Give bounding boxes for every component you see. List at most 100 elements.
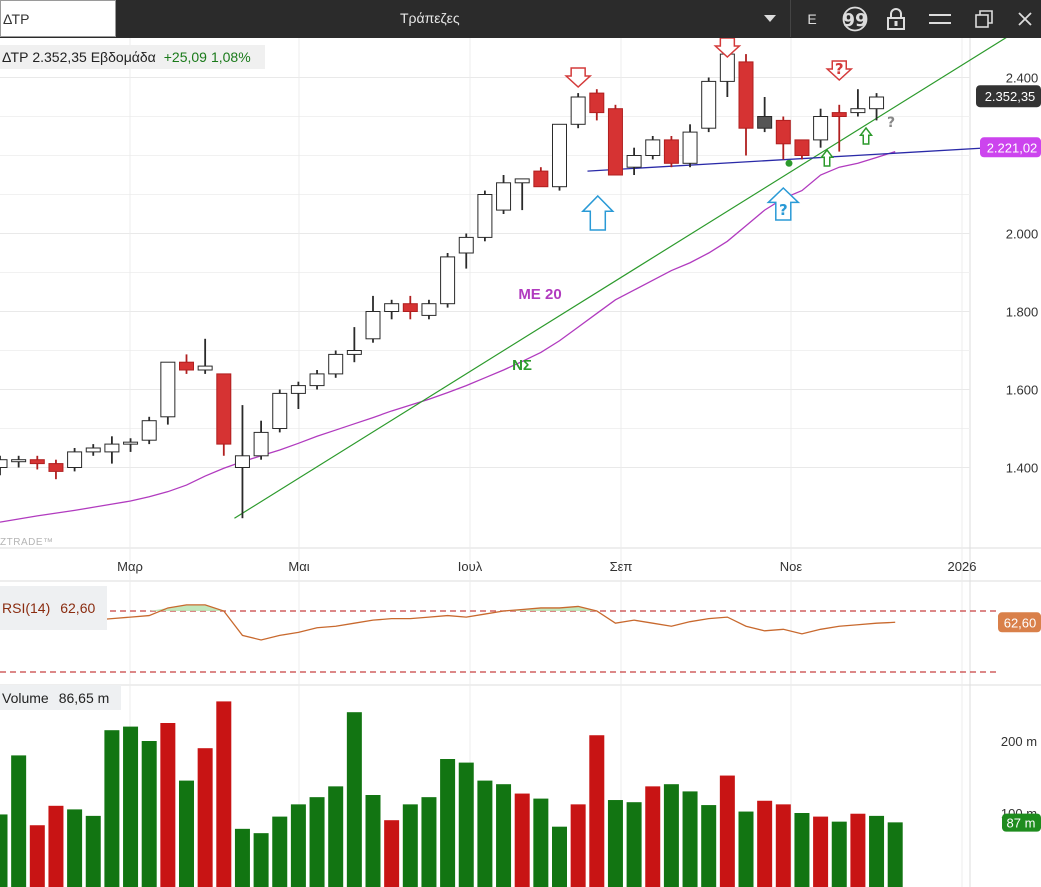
grey-question-mark: ?: [887, 115, 895, 131]
ma20-label: ΜΕ 20: [518, 286, 561, 303]
volume-bar: [272, 816, 288, 887]
down-arrow-marker: [564, 67, 593, 89]
price-tick-label: 2.400: [1006, 71, 1039, 86]
volume-bar: [179, 780, 194, 887]
watermark-text: ZTRADE™: [0, 537, 54, 548]
candle-body: [869, 96, 885, 110]
volume-bar: [234, 828, 250, 887]
symbol-input[interactable]: [1, 1, 117, 36]
candle-body: [775, 119, 791, 145]
quote-button[interactable]: 99: [840, 0, 870, 37]
up-arrow-marker: [581, 194, 615, 231]
last-price-tag: [976, 85, 1041, 108]
volume-bar: [365, 795, 381, 887]
volume-bar: [346, 712, 362, 887]
down-arrow-shape: [564, 67, 593, 89]
candle-body: [458, 236, 474, 254]
candle-body: [234, 455, 250, 468]
rsi-value-tag-text: 62,60: [1004, 615, 1037, 630]
volume-bar: [514, 793, 530, 887]
volume-tick-label: 200 m: [1001, 734, 1037, 749]
volume-bar: [253, 833, 269, 887]
volume-bar: [309, 797, 325, 887]
svg-text:99: 99: [842, 10, 867, 31]
trendline-ns: [234, 38, 1007, 519]
menu-button[interactable]: [924, 0, 956, 37]
up-arrow-shape: [858, 126, 874, 145]
candle-body: [831, 112, 847, 117]
candle-body: [216, 373, 232, 445]
time-tick-label: Σεπ: [610, 559, 633, 574]
symbol-box: [0, 0, 117, 37]
volume-bar: [869, 815, 885, 887]
volume-bar: [104, 730, 120, 887]
volume-bar: [570, 804, 586, 887]
candle-body: [328, 353, 344, 375]
volume-bar: [141, 741, 157, 887]
volume-bar: [0, 814, 8, 887]
candle-body: [533, 170, 549, 188]
candle-body: [11, 459, 27, 463]
candle-body: [757, 116, 773, 129]
candle-body: [850, 108, 866, 114]
support-price-tag-text: 2.221,02: [987, 140, 1038, 155]
candle-body: [682, 131, 698, 164]
chevron-down-icon: [764, 14, 776, 22]
up-arrow-shape: [581, 194, 615, 231]
candle-body: [514, 178, 530, 184]
candle-body: [309, 373, 325, 387]
lock-button[interactable]: [882, 0, 910, 37]
close-button[interactable]: [1010, 0, 1040, 37]
candle-body: [663, 139, 679, 164]
volume-bar: [29, 825, 45, 887]
ma20-line: [0, 150, 896, 523]
candle-body: [794, 139, 810, 157]
dropdown-button[interactable]: [755, 0, 785, 37]
time-tick-label: Νοε: [780, 559, 803, 574]
candle-body: [85, 447, 101, 453]
time-tick-label: Μαι: [288, 559, 309, 574]
volume-bar: [813, 816, 829, 887]
down-arrow-marker: ?: [825, 60, 854, 82]
candle-body: [701, 80, 717, 129]
candle-body: [402, 303, 418, 313]
annotation-markers: ???: [564, 38, 895, 231]
up-arrow-marker: [858, 126, 874, 145]
down-arrow-shape: [713, 38, 742, 59]
volume-value-tag: [1002, 813, 1041, 832]
up-arrow-shape: [819, 148, 835, 167]
lock-icon: [887, 7, 905, 30]
volume-bar: [738, 811, 754, 887]
candle-body: [272, 392, 288, 429]
chart-group-title: Τράπεζες: [400, 10, 460, 26]
rsi-legend-title: RSI(14): [2, 600, 51, 616]
volume-bar: [757, 800, 773, 887]
candle-body: [496, 182, 512, 211]
question-mark: ?: [835, 60, 844, 78]
candle-body: [440, 256, 456, 305]
candle-body: [384, 303, 400, 313]
candle-body: [290, 385, 306, 394]
volume-bar: [85, 815, 101, 887]
volume-bar: [645, 786, 661, 887]
volume-bar: [440, 759, 456, 887]
candle-body: [29, 459, 45, 465]
candle-body: [589, 92, 605, 114]
legend-change: +25,09: [163, 49, 207, 65]
support-line: [587, 144, 1041, 172]
rsi-legend: RSI(14) 62,60: [0, 586, 108, 630]
volume-legend: Volume 86,65 m: [0, 685, 122, 710]
rsi-panel: 62,60: [0, 604, 1041, 673]
trendline-label: ΝΣ: [512, 357, 532, 374]
rsi-value-tag: [998, 612, 1041, 633]
volume-bar: [719, 775, 735, 887]
restore-window-button[interactable]: [968, 0, 1000, 37]
rsi-legend-value: 62,60: [60, 600, 96, 616]
exchange-button[interactable]: E: [807, 10, 817, 27]
candle-body: [123, 441, 139, 445]
candle-body: [346, 350, 362, 355]
volume-bar: [775, 804, 791, 887]
volume-bar: [123, 726, 139, 887]
volume-bar: [216, 701, 232, 887]
